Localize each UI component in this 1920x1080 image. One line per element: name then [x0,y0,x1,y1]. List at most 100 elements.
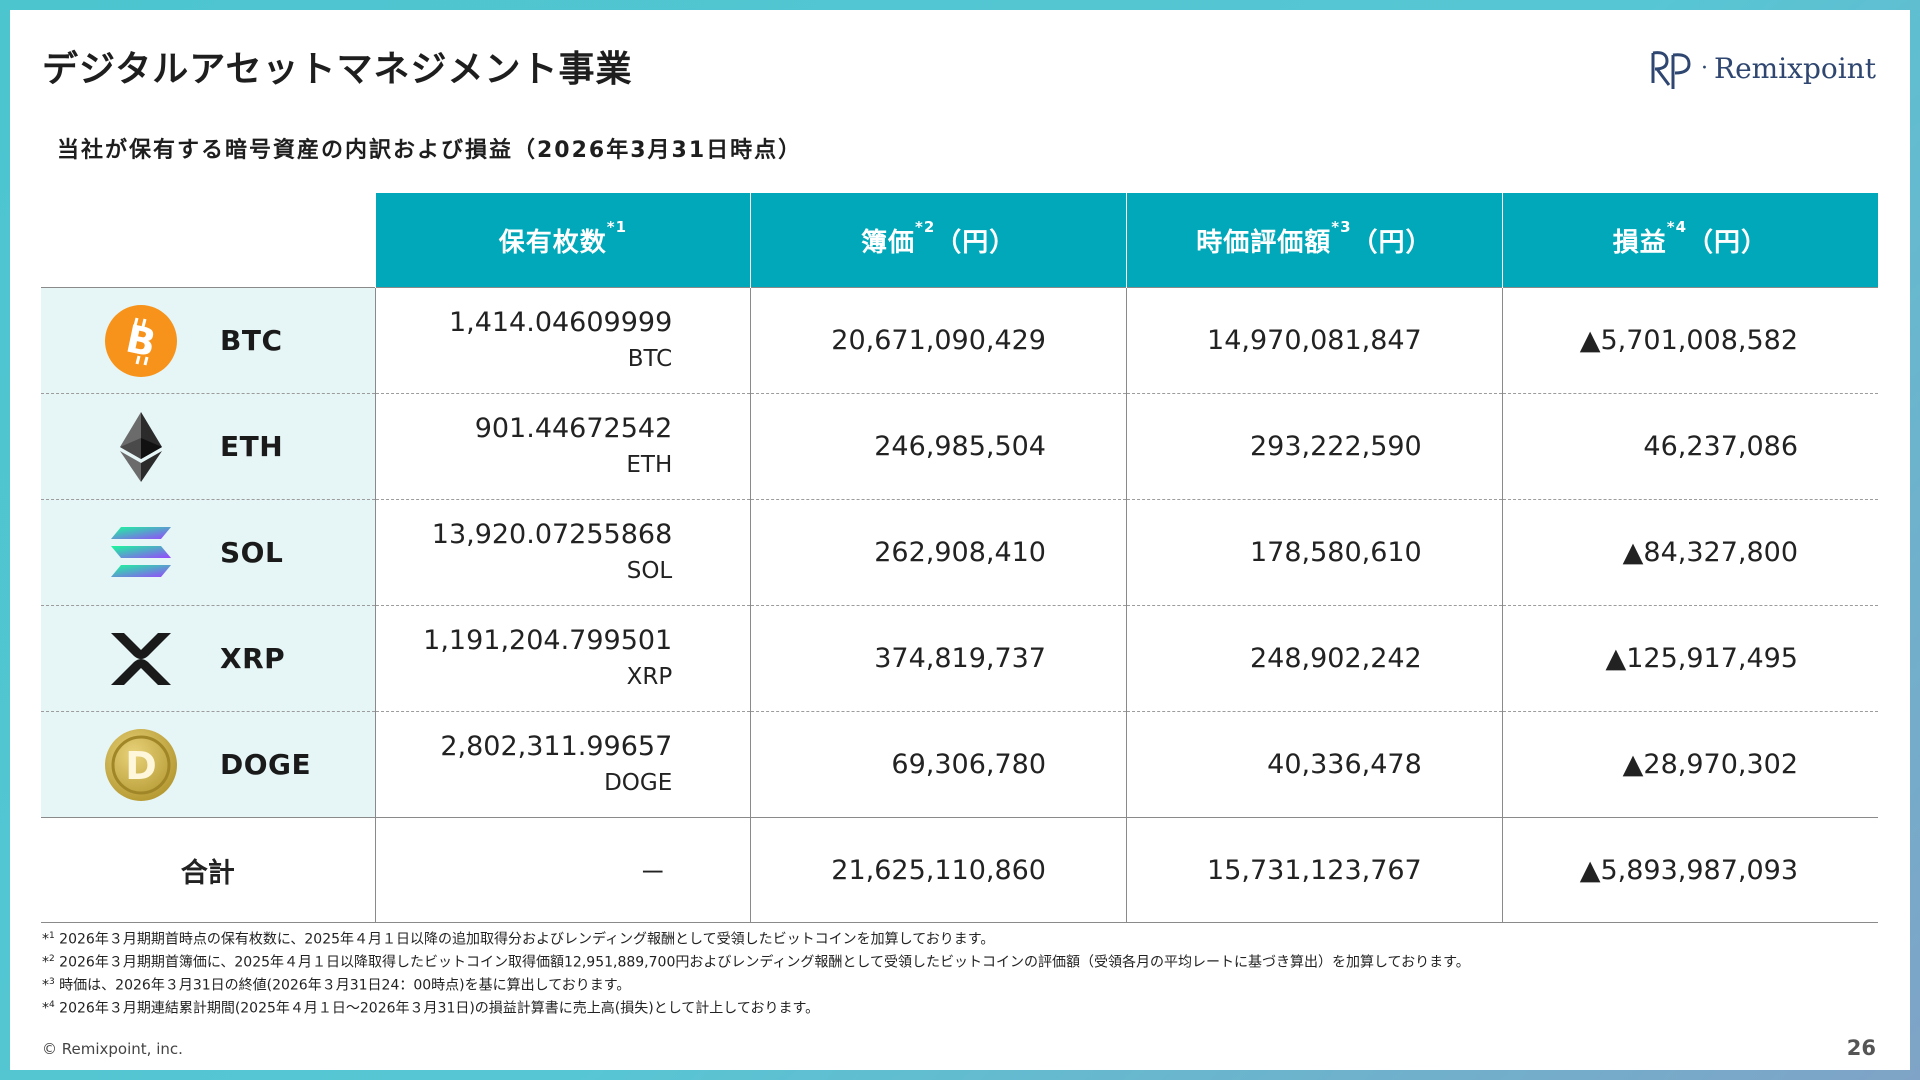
header-note: *4 [1666,217,1688,236]
svg-text:D: D [125,744,157,788]
table-row: B BTC 1,414.04609999 BTC 20,671,090 [41,287,1878,394]
table-header-row: 保有枚数*1 簿価*2（円） 時価評価額*3（円） 損益*4（円） [41,193,1878,288]
total-market-value-cell: 15,731,123,767 [1126,817,1503,923]
header-note: *3 [1331,217,1352,236]
table-row: XRP 1,191,204.799501 XRP 374,819,737 248,… [41,605,1878,712]
profit-loss-cell: ▲84,327,800 [1501,499,1878,606]
profit-loss-cell: ▲125,917,495 [1501,605,1878,712]
footnote-number: 2 [49,954,55,965]
header-suffix: （円） [1351,227,1433,258]
table-row: SOL 13,920.07255868 SOL 262,908,410 178,5… [41,499,1878,606]
header-label: 時価評価額 [1196,227,1332,258]
page-number: 26 [1846,1036,1876,1060]
footnotes: *1 2026年３月期期首時点の保有枚数に、2025年４月１日以降の追加取得分お… [42,927,1470,1020]
header-blank-cell [41,193,375,288]
footnote-mark: * [42,931,49,948]
coin-cell: B BTC [41,287,375,394]
quantity-cell: 13,920.07255868 SOL [374,499,751,606]
quantity-cell: 1,414.04609999 BTC [374,287,751,394]
header-market-value: 時価評価額*3（円） [1126,193,1503,288]
table-row: D DOGE 2,802,311.99657 DOGE 69,306,780 40… [41,711,1878,818]
xrp-icon [104,622,178,696]
book-value-cell: 374,819,737 [750,605,1127,712]
footnote-text: 2026年３月期期首簿価に、2025年４月１日以降取得したビットコイン取得価額1… [54,954,1470,971]
header-note: *1 [606,217,628,236]
profit-loss-cell: ▲28,970,302 [1501,711,1878,818]
profit-loss-cell: 46,237,086 [1501,393,1878,500]
quantity-cell: 2,802,311.99657 DOGE [374,711,751,818]
quantity-cell: 901.44672542 ETH [374,393,751,500]
footnote-mark: * [42,954,49,971]
header-label: 保有枚数 [498,227,607,258]
coin-symbol: BTC [220,324,283,357]
header-suffix: （円） [935,227,1017,258]
header-quantity: 保有枚数*1 [374,193,751,288]
total-row: 合計 － 21,625,110,860 15,731,123,767 ▲5,89… [41,817,1878,923]
header-note: *2 [914,217,936,236]
page-title: デジタルアセットマネジメント事業 [42,49,633,90]
footnote: *4 2026年３月期連結累計期間(2025年４月１日～2026年３月31日)の… [42,996,1470,1019]
footnote: *2 2026年３月期期首簿価に、2025年４月１日以降取得したビットコイン取得… [42,950,1470,973]
footnote-text: 時価は、2026年３月31日の終値(2026年３月31日24：00時点)を基に算… [54,977,631,994]
footnote-number: 3 [49,977,55,988]
quantity-unit: ETH [626,451,673,478]
coin-cell: ETH [41,393,375,500]
market-value-cell: 248,902,242 [1126,605,1503,712]
logo-text: Remixpoint [1714,51,1876,85]
solana-icon [104,516,178,590]
coin-cell: SOL [41,499,375,606]
header-label: 損益 [1612,227,1667,258]
coin-symbol: SOL [220,536,284,569]
quantity-value: 2,802,311.99657 [440,730,673,762]
crypto-holdings-table: 保有枚数*1 簿価*2（円） 時価評価額*3（円） 損益*4（円） B [41,193,1878,923]
dogecoin-icon: D [104,728,178,802]
coin-symbol: ETH [220,430,284,463]
quantity-cell: 1,191,204.799501 XRP [374,605,751,712]
quantity-value: 1,191,204.799501 [423,624,673,656]
footnote-mark: * [42,1001,49,1018]
total-book-value-cell: 21,625,110,860 [750,817,1127,923]
logo-dot: · [1701,55,1709,81]
coin-cell: D DOGE [41,711,375,818]
footnote-text: 2026年３月期期首時点の保有枚数に、2025年４月１日以降の追加取得分およびレ… [54,931,995,948]
market-value-cell: 40,336,478 [1126,711,1503,818]
company-logo: · Remixpoint [1647,44,1876,92]
market-value-cell: 293,222,590 [1126,393,1503,500]
header-label: 簿価 [860,227,915,258]
quantity-value: 13,920.07255868 [431,518,673,550]
total-label: 合計 [41,817,375,923]
footnote-number: 4 [49,1000,55,1011]
header-profit-loss: 損益*4（円） [1501,193,1878,288]
profit-loss-cell: ▲5,701,008,582 [1501,287,1878,394]
book-value-cell: 262,908,410 [750,499,1127,606]
table-row: ETH 901.44672542 ETH 246,985,504 293,222,… [41,393,1878,500]
quantity-value: 901.44672542 [474,412,673,444]
footnote-text: 2026年３月期連結累計期間(2025年４月１日～2026年３月31日)の損益計… [54,1001,820,1018]
footnote-number: 1 [49,931,55,941]
ethereum-icon [104,410,178,484]
rp-logo-icon [1651,51,1691,89]
total-quantity-cell: － [374,817,751,923]
section-subtitle: 当社が保有する暗号資産の内訳および損益（2026年3月31日時点） [57,138,803,163]
book-value-cell: 246,985,504 [750,393,1127,500]
coin-symbol: DOGE [220,748,312,781]
footnote: *1 2026年３月期期首時点の保有枚数に、2025年４月１日以降の追加取得分お… [42,927,1470,950]
quantity-unit: DOGE [604,769,673,796]
footnote: *3 時価は、2026年３月31日の終値(2026年３月31日24：00時点)を… [42,973,1470,996]
slide: デジタルアセットマネジメント事業 · Remixpoint 当社が保有する暗号資… [10,10,1910,1070]
bitcoin-icon: B [104,304,178,378]
quantity-value: 1,414.04609999 [448,306,673,338]
footnote-mark: * [42,977,49,994]
quantity-unit: XRP [626,663,673,690]
copyright: © Remixpoint, inc. [42,1040,183,1058]
book-value-cell: 69,306,780 [750,711,1127,818]
total-profit-loss-cell: ▲5,893,987,093 [1501,817,1878,923]
book-value-cell: 20,671,090,429 [750,287,1127,394]
quantity-unit: BTC [627,345,673,372]
header-suffix: （円） [1687,227,1769,258]
coin-symbol: XRP [220,642,286,675]
quantity-unit: SOL [626,557,673,584]
market-value-cell: 14,970,081,847 [1126,287,1503,394]
header-book-value: 簿価*2（円） [750,193,1127,288]
